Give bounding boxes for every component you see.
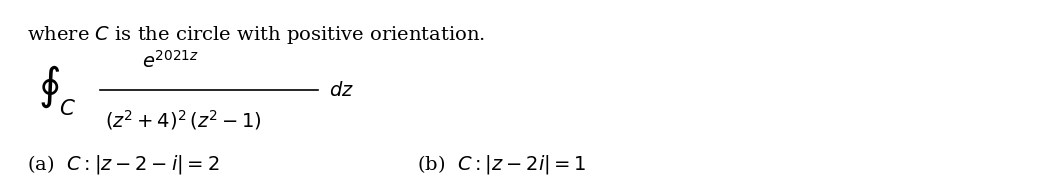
Text: $dz$: $dz$	[328, 81, 353, 100]
Text: where $C$ is the circle with positive orientation.: where $C$ is the circle with positive or…	[27, 24, 486, 46]
Text: (b)  $C : |z - 2i| = 1$: (b) $C : |z - 2i| = 1$	[417, 153, 587, 176]
Text: $e^{2021z}$: $e^{2021z}$	[142, 50, 199, 72]
Text: (a)  $C : |z - 2 - i| = 2$: (a) $C : |z - 2 - i| = 2$	[27, 153, 220, 176]
Text: $(z^2+4)^2\,(z^2-1)$: $(z^2+4)^2\,(z^2-1)$	[105, 108, 263, 132]
Text: $\oint_C$: $\oint_C$	[38, 63, 76, 118]
